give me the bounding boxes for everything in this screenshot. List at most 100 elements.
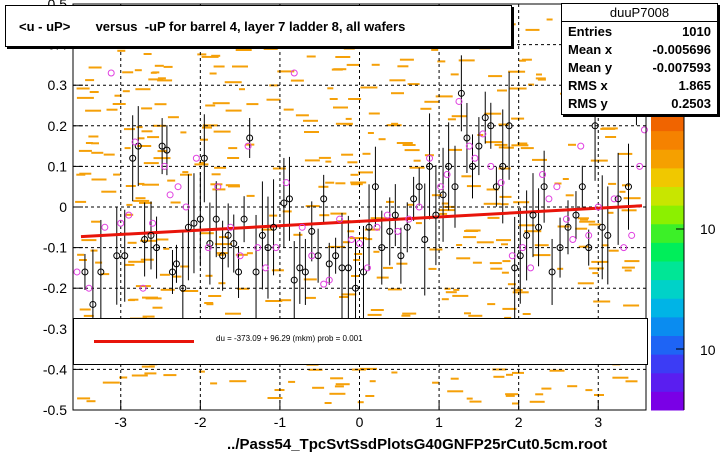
histogram-box <box>303 119 318 122</box>
data-point-magenta <box>539 171 547 179</box>
data-point-black <box>578 183 586 191</box>
histogram-box <box>362 152 371 155</box>
histogram-box <box>142 296 158 299</box>
data-point-black <box>499 162 507 170</box>
histogram-box <box>536 73 542 76</box>
data-point-black <box>301 268 309 276</box>
histogram-box <box>350 181 367 184</box>
histogram-box <box>224 81 242 84</box>
data-point-black <box>97 268 105 276</box>
histogram-box <box>535 393 544 396</box>
histogram-box <box>431 48 439 51</box>
data-point-black <box>264 244 272 252</box>
histogram-box <box>562 178 569 180</box>
histogram-box <box>557 225 570 228</box>
data-point-magenta <box>437 183 445 191</box>
histogram-box <box>608 249 619 252</box>
histogram-box <box>469 400 482 403</box>
histogram-box <box>504 316 512 319</box>
histogram-box <box>78 149 92 152</box>
histogram-box <box>142 315 155 318</box>
histogram-box <box>360 86 378 89</box>
stats-row-entries: Entries 1010 <box>562 22 717 40</box>
histogram-box <box>396 142 413 144</box>
palette-band <box>651 354 684 374</box>
histogram-box <box>407 203 415 206</box>
histogram-box <box>334 385 344 388</box>
histogram-box <box>163 374 177 377</box>
data-point-magenta <box>455 97 463 105</box>
data-point-black <box>426 162 434 170</box>
histogram-box <box>235 49 252 51</box>
palette-band <box>651 298 684 318</box>
data-point-black <box>235 268 243 276</box>
histogram-box <box>210 382 218 385</box>
histogram-box <box>101 190 117 193</box>
histogram-box <box>85 79 95 82</box>
histogram-box <box>143 53 152 55</box>
histogram-box <box>128 260 146 263</box>
data-point-black <box>206 240 214 248</box>
data-point-black <box>129 154 137 162</box>
histogram-box <box>447 390 464 393</box>
histogram-box <box>354 253 363 255</box>
histogram-box <box>138 182 145 185</box>
histogram-box <box>122 71 134 74</box>
histogram-box <box>346 63 360 66</box>
histogram-box <box>85 109 102 112</box>
data-point-magenta <box>628 231 636 239</box>
histogram-box <box>373 250 380 253</box>
data-point-magenta <box>577 142 585 150</box>
histogram-box <box>327 87 334 90</box>
data-point-magenta <box>214 183 222 191</box>
histogram-box <box>218 282 226 285</box>
histogram-box <box>464 230 479 232</box>
data-point-magenta <box>383 211 391 219</box>
histogram-box <box>208 295 222 297</box>
stats-row-mean-y: Mean y -0.007593 <box>562 58 717 76</box>
histogram-box <box>147 136 160 139</box>
histogram-box <box>90 249 98 252</box>
histogram-box <box>345 117 352 120</box>
histogram-box <box>487 303 496 306</box>
histogram-box <box>594 394 604 396</box>
data-point-black <box>572 211 580 219</box>
histogram-box <box>101 273 110 276</box>
histogram-box <box>578 245 589 248</box>
histogram-box <box>206 303 214 306</box>
histogram-box <box>137 145 152 147</box>
histogram-box <box>479 47 491 50</box>
histogram-box <box>180 173 192 176</box>
histogram-box <box>144 372 157 375</box>
data-point-magenta <box>320 280 328 288</box>
palette-label-lower: 10 <box>700 342 716 358</box>
color-palette <box>651 112 685 411</box>
histogram-box <box>396 262 408 265</box>
data-point-black <box>371 183 379 191</box>
histogram-box <box>415 222 422 225</box>
palette-band <box>651 335 684 355</box>
data-point-black <box>246 134 254 142</box>
histogram-box <box>502 260 511 263</box>
palette-band <box>651 372 684 392</box>
stats-row-rms-x: RMS x 1.865 <box>562 76 717 94</box>
histogram-box <box>103 153 115 156</box>
histogram-box <box>148 78 164 81</box>
data-point-magenta <box>508 252 516 260</box>
histogram-box <box>591 260 609 263</box>
histogram-box <box>212 102 230 105</box>
histogram-box <box>529 400 545 403</box>
histogram-box <box>204 302 214 304</box>
y-tick-label: -0.3 <box>43 321 67 337</box>
histogram-box <box>157 79 173 82</box>
y-tick-label: -0.5 <box>43 402 67 418</box>
data-point-black <box>163 146 171 154</box>
histogram-box <box>579 220 596 223</box>
stats-box: duuP7008 Entries 1010 Mean x -0.005696 Mea… <box>561 3 718 115</box>
data-point-magenta <box>227 223 235 231</box>
data-point-magenta <box>166 191 174 199</box>
histogram-box <box>486 188 499 191</box>
histogram-box <box>508 70 526 73</box>
data-point-magenta <box>415 203 423 211</box>
histogram-box <box>113 173 121 176</box>
